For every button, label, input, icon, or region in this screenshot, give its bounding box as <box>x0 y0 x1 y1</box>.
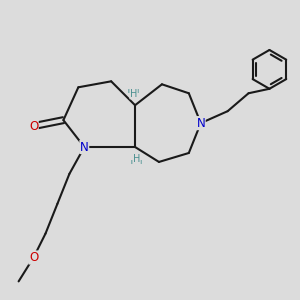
Text: H: H <box>130 89 137 99</box>
Text: N: N <box>80 140 89 154</box>
Text: H: H <box>133 154 140 164</box>
Text: N: N <box>196 117 205 130</box>
Text: O: O <box>29 120 38 133</box>
Text: O: O <box>29 251 38 264</box>
